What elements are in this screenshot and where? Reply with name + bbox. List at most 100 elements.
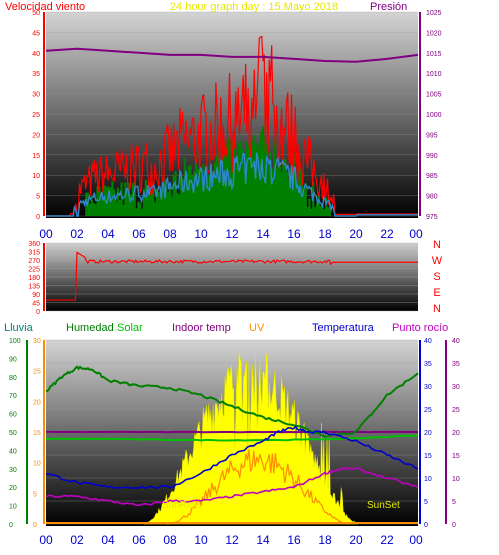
hour-label: 18 — [318, 227, 332, 241]
pressure-tick-label: 975 — [426, 214, 438, 221]
direction-tick-label: 270 — [28, 258, 40, 265]
pressure-tick-label: 980 — [426, 194, 438, 201]
hour-label: 00 — [39, 227, 53, 241]
temperature-tick-label: 30 — [424, 384, 432, 391]
humidity-tick-label: 50 — [9, 430, 17, 437]
hour-label: 20 — [349, 227, 363, 241]
hour-label: 14 — [256, 227, 270, 241]
compass-label: E — [433, 287, 440, 299]
hour-label: 06 — [132, 533, 146, 547]
indoor-tick-label: 0 — [452, 522, 456, 529]
compass-label: W — [432, 255, 443, 267]
rain-tick-label: 10 — [33, 461, 41, 468]
direction-tick-label: 360 — [28, 241, 40, 248]
hour-label: 16 — [287, 533, 301, 547]
legend-lluvia: Lluvia — [4, 322, 34, 334]
uv-series — [166, 449, 349, 525]
hour-label: 04 — [101, 227, 115, 241]
humidity-series — [45, 365, 419, 438]
wind-tick-label: 20 — [32, 132, 40, 139]
indoor-tick-label: 30 — [452, 384, 460, 391]
wind-tick-label: 25 — [32, 112, 40, 119]
wind-tick-label: 40 — [32, 51, 40, 58]
wind-direction-series — [46, 251, 418, 301]
temperature-series — [45, 425, 419, 490]
hour-label: 04 — [101, 533, 115, 547]
temperature-tick-label: 5 — [424, 499, 428, 506]
pressure-tick-label: 1000 — [426, 112, 442, 119]
indoor-tick-label: 25 — [452, 407, 460, 414]
wind-tick-label: 30 — [32, 92, 40, 99]
hour-label: 18 — [318, 533, 332, 547]
hour-label: 08 — [163, 533, 177, 547]
hour-label: 02 — [70, 533, 84, 547]
temperature-tick-label: 25 — [424, 407, 432, 414]
graph-date-title: 24 hour graph day : 15.Mayo 2018 — [170, 1, 338, 13]
wind-gust-series — [46, 35, 418, 217]
hour-label: 06 — [132, 227, 146, 241]
pressure-tick-label: 1025 — [426, 10, 442, 17]
wind-tick-label: 50 — [32, 10, 40, 17]
pressure-tick-label: 1015 — [426, 51, 442, 58]
humidity-tick-label: 20 — [9, 485, 17, 492]
hour-label: 10 — [194, 227, 208, 241]
direction-tick-label: 90 — [32, 292, 40, 299]
hour-label: 16 — [287, 227, 301, 241]
hour-label: 22 — [380, 227, 394, 241]
hour-label: 12 — [225, 533, 239, 547]
direction-tick-label: 0 — [36, 309, 40, 316]
wind-average-series — [46, 152, 418, 217]
indoor-tick-label: 40 — [452, 338, 460, 345]
rain-tick-label: 30 — [33, 338, 41, 345]
humidity-tick-label: 90 — [9, 356, 17, 363]
temperature-tick-label: 15 — [424, 453, 432, 460]
humidity-tick-label: 0 — [9, 522, 13, 529]
hour-label: 12 — [225, 227, 239, 241]
pressure-tick-label: 985 — [426, 173, 438, 180]
temperature-tick-label: 35 — [424, 361, 432, 368]
direction-tick-label: 45 — [32, 301, 40, 308]
legend-temperatura: Temperatura — [312, 322, 375, 334]
legend-punto-rocio: Punto rocío — [392, 322, 448, 334]
direction-tick-label: 180 — [28, 275, 40, 282]
sunset-label: SunSet — [367, 500, 400, 511]
legend-humedad: Humedad — [66, 322, 114, 334]
legend-indoor-temp: Indoor temp — [172, 322, 231, 334]
compass-label: N — [433, 303, 441, 315]
sunrise-label: SunRise — [162, 500, 200, 511]
wind-speed-title: Velocidad viento — [5, 1, 85, 13]
pressure-series — [45, 47, 419, 63]
humidity-tick-label: 10 — [9, 504, 17, 511]
hour-label: 14 — [256, 533, 270, 547]
direction-tick-label: 225 — [28, 267, 40, 274]
legend-solar: Solar — [117, 322, 143, 334]
hour-label: 08 — [163, 227, 177, 241]
wind-tick-label: 45 — [32, 30, 40, 37]
hour-label: 02 — [70, 227, 84, 241]
pressure-tick-label: 990 — [426, 153, 438, 160]
indoor-tick-label: 5 — [452, 499, 456, 506]
legend-uv: UV — [249, 322, 265, 334]
temperature-tick-label: 10 — [424, 476, 432, 483]
hour-label: 20 — [349, 533, 363, 547]
humidity-tick-label: 80 — [9, 375, 17, 382]
humidity-tick-label: 100 — [9, 338, 21, 345]
wind-tick-label: 0 — [36, 214, 40, 221]
humidity-tick-label: 30 — [9, 467, 17, 474]
rain-tick-label: 25 — [33, 369, 41, 376]
solar-radiation-area — [143, 350, 358, 525]
rain-tick-label: 0 — [33, 522, 37, 529]
direction-tick-label: 135 — [28, 284, 40, 291]
hour-label: 00 — [409, 533, 423, 547]
hour-label: 00 — [39, 533, 53, 547]
indoor-tick-label: 35 — [452, 361, 460, 368]
solar-series — [45, 434, 419, 442]
wind-tick-label: 15 — [32, 153, 40, 160]
rain-tick-label: 20 — [33, 399, 41, 406]
dew-point-series — [45, 466, 419, 507]
rain-tick-label: 15 — [33, 430, 41, 437]
wind-tick-label: 5 — [36, 194, 40, 201]
temperature-tick-label: 40 — [424, 338, 432, 345]
